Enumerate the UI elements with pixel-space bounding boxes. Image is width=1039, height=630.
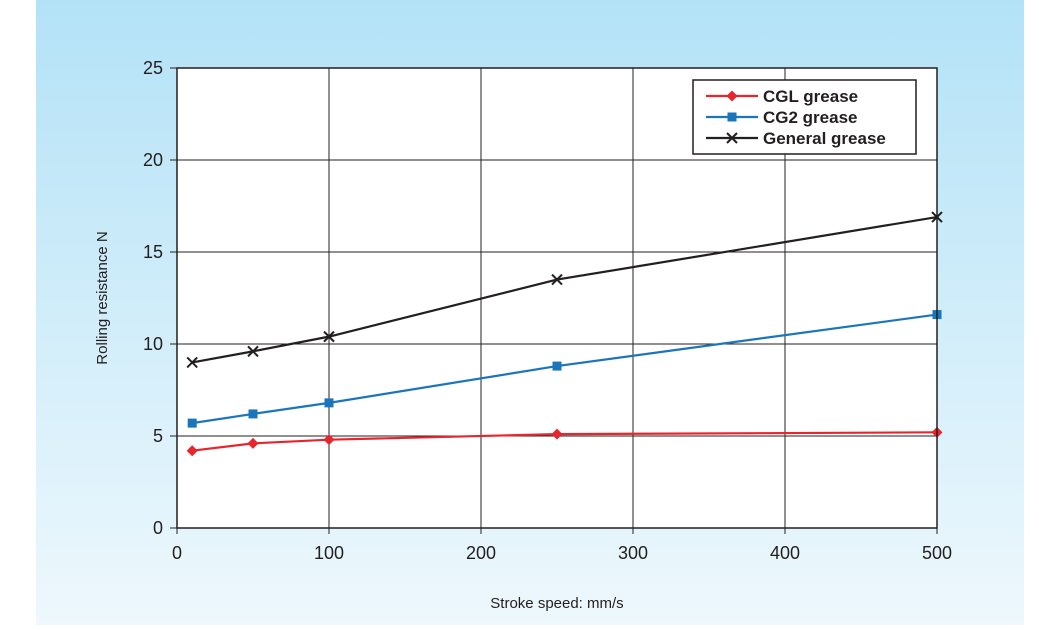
data-point [247,437,259,449]
legend-items: CGL grease CG2 grease General grease [706,87,886,148]
legend-label: CG2 grease [763,108,858,127]
data-point [248,409,258,419]
legend-marker [726,132,738,144]
legend-item: CG2 grease [706,108,858,127]
data-point [247,345,259,358]
x-tick-label: 100 [314,543,344,563]
legend: CGL grease CG2 grease General grease [692,79,917,155]
data-point [551,428,563,440]
marker-stroke [551,273,563,286]
legend-item: CGL grease [706,87,858,106]
legend-item: General grease [706,129,886,148]
marker-stroke [323,330,335,343]
y-tick-label: 15 [143,242,163,262]
data-point [551,273,563,286]
data-point [186,445,198,457]
marker-stroke [247,345,259,358]
data-point [323,434,335,446]
x-tick-label: 500 [922,543,952,563]
data-point [323,330,335,343]
y-tick-label: 10 [143,334,163,354]
legend-marker [726,90,738,102]
data-point [324,398,334,408]
data-point [186,356,198,369]
legend-label: General grease [763,129,886,148]
marker-stroke [726,132,738,144]
y-tick-label: 20 [143,150,163,170]
x-tick-label: 300 [618,543,648,563]
series-general-grease [186,211,943,369]
y-tick-label: 5 [153,426,163,446]
y-tick-label: 0 [153,518,163,538]
series-layer [186,211,943,457]
data-point [187,418,197,428]
data-point [552,361,562,371]
axis-layer: 0 100 200 300 400 500 0 5 10 15 20 25 [143,58,952,563]
x-tick-label: 200 [466,543,496,563]
x-tick-label: 0 [172,543,182,563]
legend-marker [727,112,737,122]
plot-border [176,67,938,529]
legend-label: CGL grease [763,87,858,106]
y-axis-label: Rolling resistance N [94,231,111,364]
y-tick-label: 25 [143,58,163,78]
x-tick-label: 400 [770,543,800,563]
marker-stroke [186,356,198,369]
x-axis-label: Stroke speed: mm/s [490,595,623,612]
